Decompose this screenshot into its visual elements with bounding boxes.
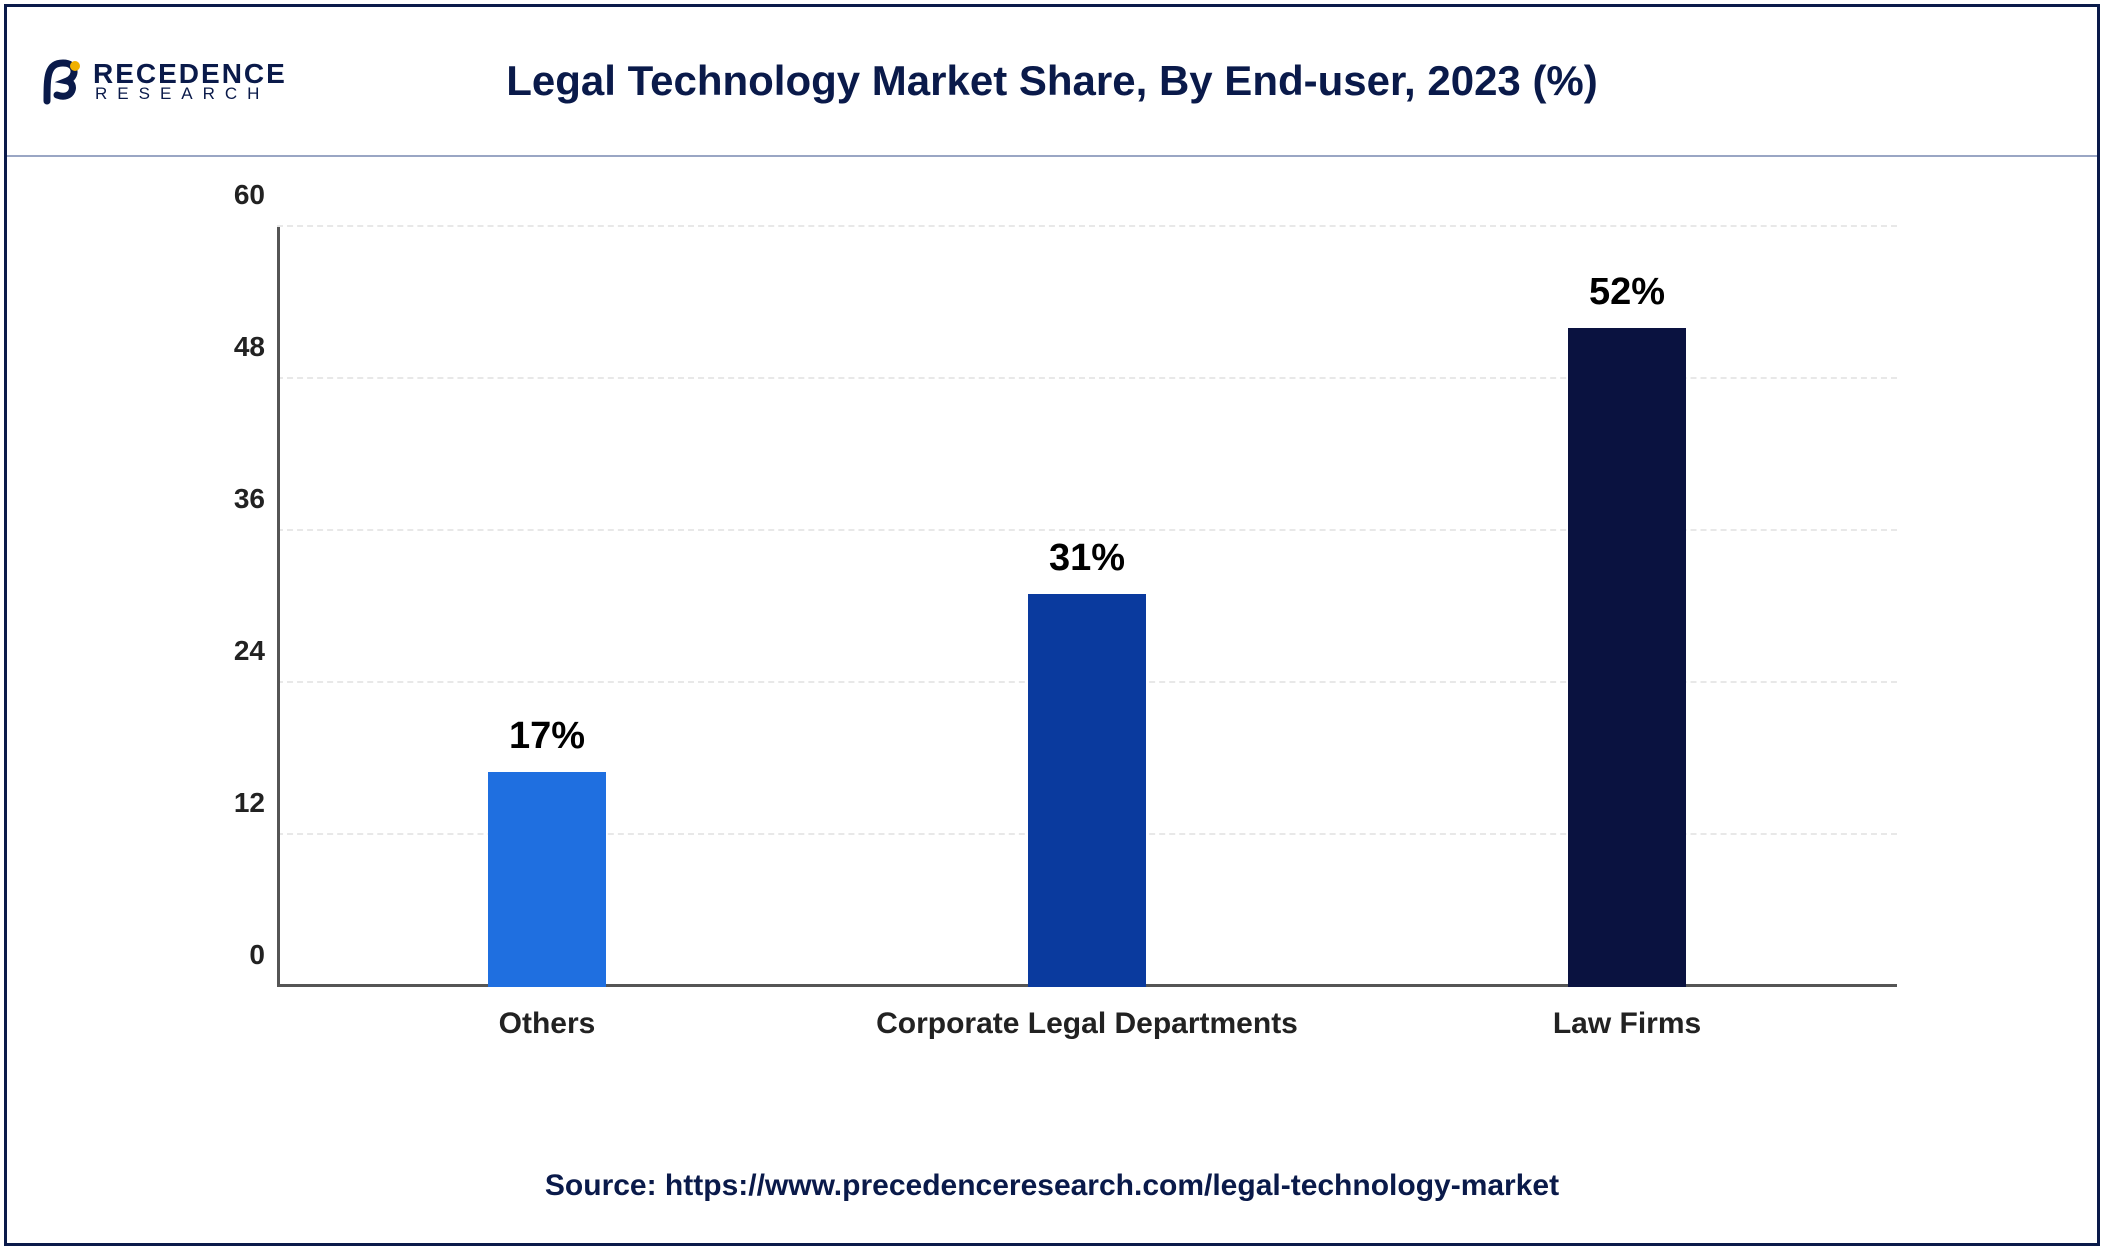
ytick-label: 0 [187,939,265,971]
bar-value-label: 31% [1049,537,1125,580]
category-label: Law Firms [1357,1007,1897,1041]
category-label: Corporate Legal Departments [817,1007,1357,1041]
bar: 52% [1568,328,1686,987]
brand-logo: RECEDENCE RESEARCH [37,57,287,105]
logo-brand-sub: RESEARCH [95,86,287,101]
chart-title: Legal Technology Market Share, By End-us… [31,57,2073,105]
ytick-label: 48 [187,331,265,363]
plot-area: 0 12 24 36 48 60 17% 31% 52% OthersCorporate Le… [7,157,2097,1169]
ytick-label: 60 [187,179,265,211]
bar: 31% [1028,594,1146,987]
bar-wrap: 31% [817,594,1357,987]
bar-value-label: 17% [509,715,585,758]
bar-wrap: 17% [277,772,817,987]
chart-box: 01224364860 17%31%52% OthersCorporate Le… [187,227,1917,1017]
category-labels: OthersCorporate Legal DepartmentsLaw Fir… [277,1007,1897,1041]
logo-text: RECEDENCE RESEARCH [93,61,287,101]
header: RECEDENCE RESEARCH Legal Technology Mark… [7,7,2097,157]
bar-wrap: 52% [1357,328,1897,987]
logo-mark-icon [37,57,85,105]
logo-brand-top: RECEDENCE [93,61,287,86]
chart-frame: RECEDENCE RESEARCH Legal Technology Mark… [4,4,2100,1246]
ytick-label: 24 [187,635,265,667]
ytick-label: 12 [187,787,265,819]
category-label: Others [277,1007,817,1041]
bars-region: 17% 31% 52% [277,227,1897,987]
bar-value-label: 52% [1589,271,1665,314]
source-text: Source: https://www.precedenceresearch.c… [7,1169,2097,1243]
bar: 17% [488,772,606,987]
ytick-label: 36 [187,483,265,515]
